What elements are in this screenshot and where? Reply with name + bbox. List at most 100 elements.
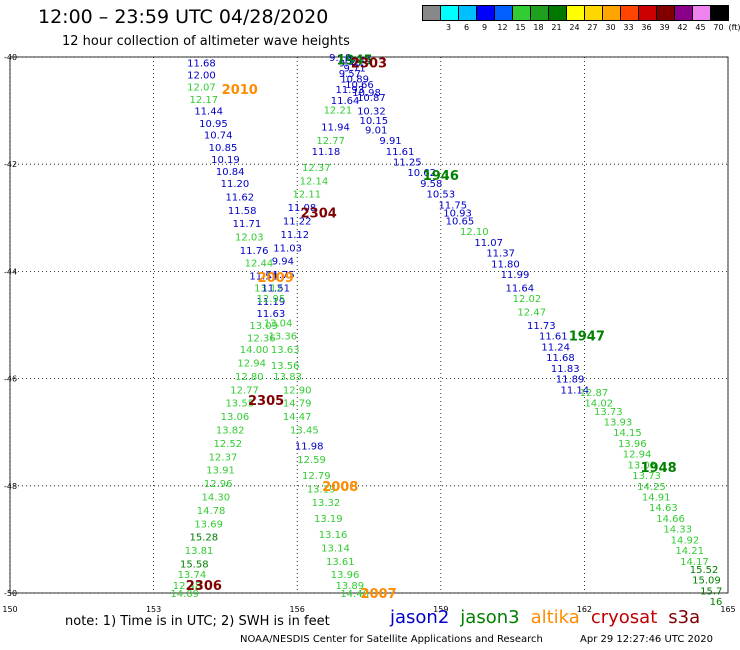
wave-height-reading: 10.62 <box>407 168 436 179</box>
lon-tick-label: 165 <box>720 605 735 614</box>
pass-time-label: 1945 <box>337 54 373 69</box>
wave-height-reading: 10.66 <box>345 80 374 91</box>
wave-height-reading: 13.74 <box>178 570 207 581</box>
wave-height-reading: 11.75 <box>266 270 295 281</box>
wave-height-reading: 9.91 <box>379 136 401 147</box>
wave-height-reading: 12.96 <box>204 479 233 490</box>
pass-time-label: 2009 <box>258 271 294 286</box>
wave-height-reading: 12.10 <box>460 227 489 238</box>
wave-height-reading: 11.68 <box>546 353 575 364</box>
wave-height-reading: 9.57 <box>339 69 361 80</box>
wave-height-reading: 14.02 <box>584 399 613 410</box>
pass-time-label: 1946 <box>423 169 459 184</box>
wave-height-reading: 13.69 <box>194 519 223 530</box>
wave-height-reading: 12.00 <box>187 71 216 82</box>
wave-height-reading: 9.18 <box>329 53 351 64</box>
wave-height-reading: 13.73 <box>632 471 661 482</box>
wave-height-reading: 13.63 <box>271 345 300 356</box>
wave-height-reading: 14.78 <box>197 506 226 517</box>
wave-height-reading: 13.19 <box>314 514 343 525</box>
wave-height-reading: 12.48 <box>173 581 202 592</box>
wave-height-reading: 15.52 <box>690 565 719 576</box>
wave-height-reading: 11.14 <box>561 385 590 396</box>
wave-height-reading: 10.95 <box>199 119 228 130</box>
wave-height-reading: 10.15 <box>359 116 388 127</box>
wave-height-reading: 13.56 <box>271 361 300 372</box>
wave-height-reading: 10.74 <box>204 131 233 142</box>
color-scale-label: 15 <box>515 23 526 32</box>
legend-jason2: jason2 <box>390 607 450 628</box>
wave-height-reading: 11.76 <box>240 246 269 257</box>
wave-height-reading: 10.98 <box>352 88 381 99</box>
wave-height-reading: 13.45 <box>290 426 319 437</box>
legend-s3a: s3a <box>668 607 701 628</box>
wave-height-reading: 11.18 <box>312 147 341 158</box>
wave-height-reading: 10.85 <box>209 143 238 154</box>
legend-jason3: jason3 <box>460 607 520 628</box>
wave-height-reading: 12.14 <box>300 176 329 187</box>
wave-height-reading: 12.21 <box>324 106 353 117</box>
wave-height-reading: 11.08 <box>288 203 317 214</box>
wave-height-reading: 13.03 <box>628 460 657 471</box>
pass-time-label: 2305 <box>248 394 284 409</box>
wave-height-reading: 11.64 <box>331 96 360 107</box>
wave-height-reading: 14.00 <box>240 345 269 356</box>
wave-height-reading: 10.89 <box>340 74 369 85</box>
lat-tick-label: -40 <box>4 53 17 62</box>
wave-height-reading: 11.61 <box>539 332 568 343</box>
wave-height-reading: 14.15 <box>613 428 642 439</box>
wave-height-reading: 11.71 <box>233 219 262 230</box>
wave-height-reading: 11.24 <box>541 342 570 353</box>
lon-tick-label: 150 <box>2 605 17 614</box>
color-scale-label: 6 <box>463 23 470 32</box>
wave-height-reading: 9.94 <box>272 257 294 268</box>
map-frame <box>9 56 729 594</box>
wave-height-reading: 11.80 <box>491 259 520 270</box>
wave-height-reading: 10.44 <box>343 56 372 67</box>
pass-time-label: 2306 <box>186 579 222 594</box>
wave-height-reading: 11.19 <box>257 297 286 308</box>
wave-height-reading: 14.33 <box>663 525 692 536</box>
wave-height-reading: 13.96 <box>331 570 360 581</box>
wave-height-reading: 15.7 <box>700 586 722 597</box>
page-subtitle: 12 hour collection of altimeter wave hei… <box>62 34 350 49</box>
wave-height-reading: 11.44 <box>194 107 223 118</box>
wave-height-reading: 13.61 <box>326 557 355 568</box>
wave-height-reading: 15.09 <box>692 576 721 587</box>
pass-time-label: 2304 <box>301 206 337 221</box>
wave-height-reading: 13.14 <box>321 543 350 554</box>
wave-height-reading: 14.30 <box>202 493 231 504</box>
color-scale-label: 36 <box>641 23 652 32</box>
lat-tick-label: -42 <box>4 160 17 169</box>
color-scale-label: 45 <box>695 23 706 32</box>
wave-height-reading: 11.58 <box>228 206 257 217</box>
wave-height-reading: 14.47 <box>283 412 312 423</box>
wave-height-reading: 16 <box>710 597 723 608</box>
wave-height-reading: 12.03 <box>235 233 264 244</box>
wave-height-reading: 13.06 <box>221 412 250 423</box>
wave-height-reading: 13.83 <box>273 372 302 383</box>
wave-height-reading: 11.22 <box>283 216 312 227</box>
wave-height-reading: 11.07 <box>474 238 503 249</box>
wave-height-reading: 12.17 <box>190 95 219 106</box>
footnote: note: 1) Time is in UTC; 2) SWH is in fe… <box>65 614 330 629</box>
wave-height-reading: 10.32 <box>357 107 386 118</box>
pass-time-label: 2303 <box>351 56 387 71</box>
wave-height-reading: 11.51 <box>249 272 278 283</box>
wave-height-reading: 11.61 <box>386 147 415 158</box>
wave-height-reading: 12.77 <box>316 136 345 147</box>
wave-height-reading: 11.94 <box>321 123 350 134</box>
wave-height-reading: 12.94 <box>237 359 266 370</box>
wave-height-reading: 13.73 <box>594 407 623 418</box>
wave-height-reading: 13.81 <box>185 546 214 557</box>
wave-height-reading: 13.16 <box>319 530 348 541</box>
wave-height-reading: 11.68 <box>187 58 216 69</box>
lon-tick-label: 156 <box>290 605 305 614</box>
map-grid <box>9 56 729 594</box>
color-scale-label: 18 <box>533 23 544 32</box>
color-scale-label: 30 <box>605 23 616 32</box>
wave-height-reading: 12.95 <box>257 294 286 305</box>
wave-height-reading: 12.44 <box>245 258 274 269</box>
lat-tick-label: -48 <box>4 482 17 491</box>
